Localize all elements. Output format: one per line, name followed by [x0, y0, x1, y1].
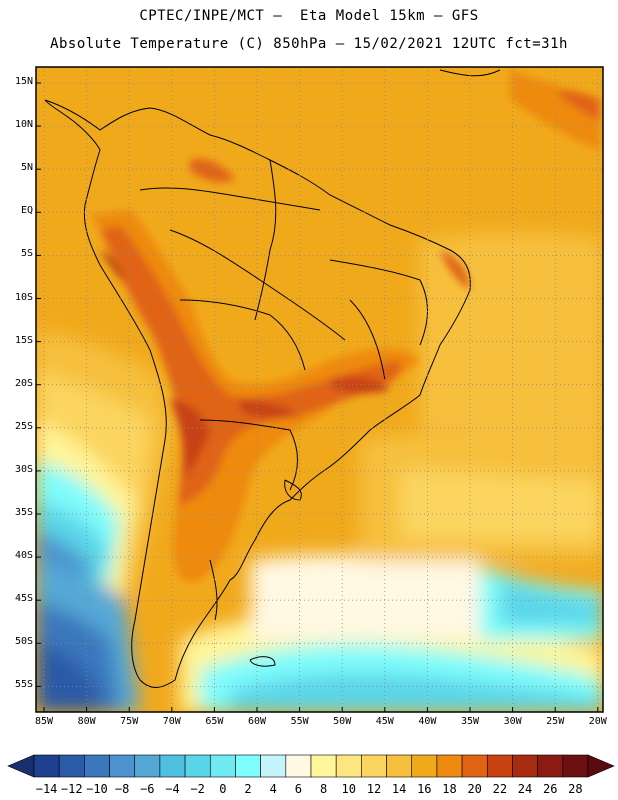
map-ticks [36, 82, 599, 712]
lon-label: 45W [375, 716, 394, 727]
colorbar-label: −4 [165, 782, 180, 796]
lat-label: 40S [14, 550, 33, 562]
colorbar-label: 10 [341, 782, 356, 796]
lon-label: 70W [162, 716, 181, 727]
lon-label: 40W [418, 716, 437, 727]
colorbar-label: 22 [492, 782, 508, 796]
lat-label: 15N [14, 76, 33, 87]
colorbar-label: −6 [140, 782, 155, 796]
lat-label: 50S [14, 636, 33, 648]
colorbar-label: 12 [366, 782, 382, 796]
lon-label: 75W [120, 716, 139, 727]
colorbar-label: −8 [114, 782, 130, 796]
lat-label: 5S [20, 248, 33, 260]
map-frame [35, 66, 604, 713]
title-line-1: CPTEC/INPE/MCT – Eta Model 15km – GFS [139, 8, 479, 24]
lat-label: 45S [14, 593, 33, 605]
lon-label: 85W [34, 716, 54, 727]
lat-label: 20S [14, 377, 33, 389]
coastline-borders [44, 69, 501, 688]
lon-label: 20W [588, 716, 607, 727]
colorbar-label: −10 [86, 782, 108, 796]
lon-label: 35W [460, 716, 480, 727]
lat-label: 30S [14, 463, 33, 475]
lon-label: 65W [205, 716, 224, 727]
colorbar-label: 0 [219, 782, 227, 796]
lat-label: 15S [14, 334, 33, 346]
colorbar-label: 26 [542, 782, 558, 796]
colorbar-label: 20 [467, 782, 482, 796]
lon-label: 30W [503, 716, 522, 727]
lat-label: 10N [14, 119, 33, 131]
colorbar-label: 28 [568, 782, 583, 796]
lat-label: 25S [14, 420, 33, 432]
lon-label: 25W [546, 716, 565, 727]
colorbar-label: 2 [244, 782, 252, 796]
colorbar-label: 6 [294, 782, 303, 796]
colorbar-label: −12 [60, 782, 83, 796]
lat-label: 35S [14, 507, 33, 518]
colorbar-label: −2 [190, 782, 205, 796]
colorbar-label: 8 [319, 782, 328, 796]
lon-label: 50W [333, 716, 352, 727]
colorbar-label: 18 [442, 782, 457, 796]
colorbar-label: −14 [35, 782, 58, 796]
lat-label: 55S [14, 679, 33, 691]
title-line-2: Absolute Temperature (C) 850hPa – 15/02/… [50, 36, 568, 52]
colorbar-label: 4 [269, 782, 277, 796]
lon-label: 80W [77, 716, 96, 727]
colorbar-label: 24 [517, 782, 533, 796]
colorbar-label: 14 [391, 782, 407, 796]
lon-label: 60W [247, 716, 267, 727]
lon-label: 55W [290, 716, 309, 727]
colorbar-label: 16 [417, 782, 432, 796]
lat-label: 10S [14, 291, 33, 303]
lat-label: EQ [20, 205, 33, 217]
lat-label: 5N [20, 162, 33, 174]
lat-lon-grid [36, 67, 603, 712]
temperature-field [36, 67, 603, 712]
